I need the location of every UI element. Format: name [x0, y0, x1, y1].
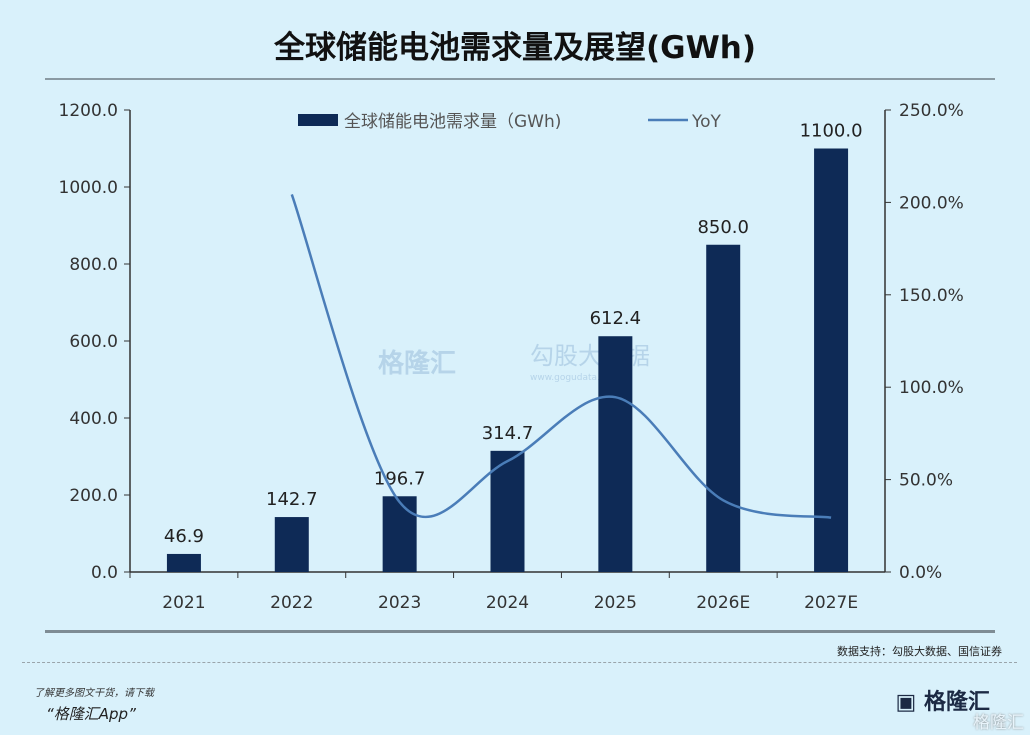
bar-value-label: 314.7 — [482, 423, 534, 444]
bar-value-label: 612.4 — [590, 308, 642, 329]
yoy-line — [290, 194, 832, 519]
bar — [706, 244, 741, 572]
brand-watermark: 格隆汇 — [973, 713, 1024, 733]
chart-title: 全球储能电池需求量及展望(GWh) — [273, 30, 757, 66]
left-tick-label: 400.0 — [69, 409, 118, 429]
left-tick-label: 0.0 — [91, 563, 118, 583]
bar — [814, 148, 849, 572]
top-divider — [45, 78, 995, 80]
bar — [382, 496, 417, 572]
right-tick-label: 200.0% — [899, 193, 964, 213]
bar-value-label: 142.7 — [266, 489, 318, 510]
x-tick-label: 2023 — [378, 593, 421, 613]
x-tick-label: 2026E — [696, 593, 750, 613]
left-tick-label: 800.0 — [69, 255, 118, 275]
right-tick-label: 50.0% — [899, 471, 953, 491]
bar — [166, 553, 201, 572]
promo-app: “格隆汇App” — [46, 705, 136, 723]
promo-text: 了解更多图文干货，请下载 — [34, 688, 154, 699]
left-tick-label: 1000.0 — [59, 178, 118, 198]
right-tick-label: 250.0% — [899, 101, 964, 121]
x-tick-label: 2022 — [270, 593, 313, 613]
bar — [274, 517, 309, 572]
bar-value-label: 1100.0 — [800, 121, 863, 142]
bar — [598, 336, 633, 572]
legend-bar-label: 全球储能电池需求量（GWh) — [344, 112, 561, 132]
x-tick-label: 2024 — [486, 593, 529, 613]
watermark-url: www.gogudata.com — [530, 373, 619, 383]
bottom-divider — [45, 630, 995, 633]
legend-bar-swatch — [298, 114, 338, 126]
left-tick-label: 200.0 — [69, 486, 118, 506]
left-tick-label: 1200.0 — [59, 101, 118, 121]
bar-value-label: 850.0 — [697, 217, 749, 238]
brand-logo: ▣ 格隆汇 — [895, 690, 990, 715]
x-tick-label: 2025 — [594, 593, 637, 613]
x-tick-label: 2021 — [162, 593, 205, 613]
right-tick-label: 0.0% — [899, 563, 942, 583]
data-source: 数据支持：勾股大数据、国信证券 — [837, 645, 1002, 658]
x-tick-label: 2027E — [804, 593, 858, 613]
left-tick-label: 600.0 — [69, 332, 118, 352]
bar-value-label: 196.7 — [374, 468, 426, 489]
bar — [490, 450, 525, 572]
dotted-divider — [22, 662, 1017, 663]
watermark-brand1: 格隆汇 — [378, 348, 456, 379]
right-tick-label: 100.0% — [899, 378, 964, 398]
right-tick-label: 150.0% — [899, 286, 964, 306]
legend-line-label: YoY — [691, 112, 722, 132]
bar-value-label: 46.9 — [164, 526, 204, 547]
